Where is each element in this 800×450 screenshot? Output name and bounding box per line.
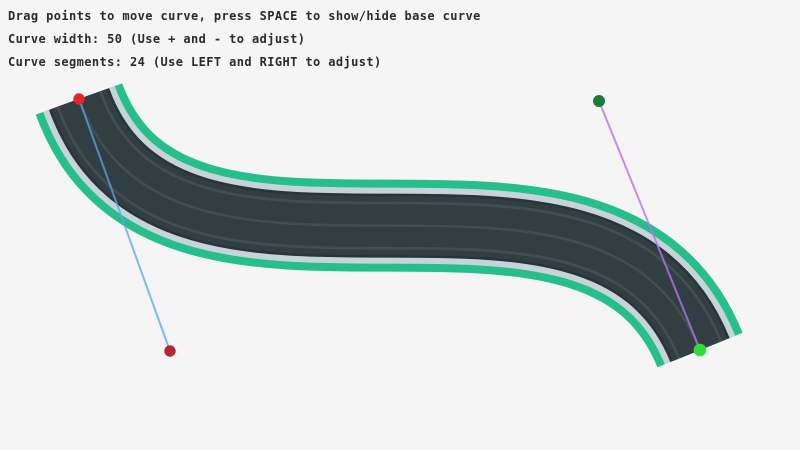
end-control-handle-point[interactable] — [593, 95, 605, 107]
start-handle-line — [78, 98, 171, 352]
road-center-line — [77, 98, 702, 351]
curve-start-anchor-point[interactable] — [73, 93, 85, 105]
hud-instructions-line: Drag points to move curve, press SPACE t… — [8, 9, 481, 23]
curve-end-anchor-point[interactable] — [693, 343, 707, 357]
end-handle-line — [598, 100, 701, 351]
hud-curve-width-line: Curve width: 50 (Use + and - to adjust) — [8, 32, 306, 46]
hud-text-block: Drag points to move curve, press SPACE t… — [8, 5, 481, 74]
start-control-handle-point[interactable] — [164, 345, 176, 357]
hud-curve-segments-line: Curve segments: 24 (Use LEFT and RIGHT t… — [8, 55, 382, 69]
